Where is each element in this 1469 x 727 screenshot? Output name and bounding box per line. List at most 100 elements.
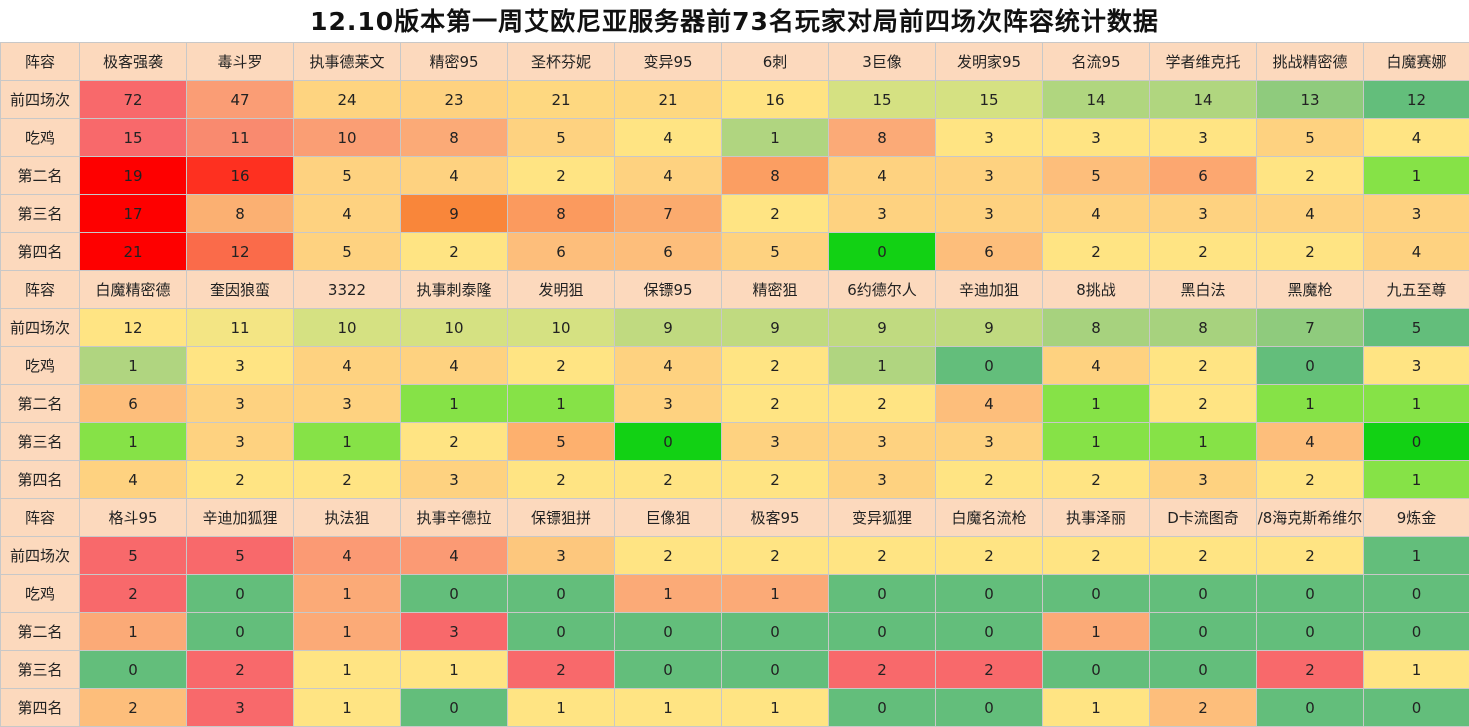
stat-value-cell: 1	[722, 575, 829, 613]
stat-value-cell: 12	[1364, 81, 1469, 119]
comp-name-cell: 辛迪加狐狸	[187, 499, 294, 537]
stat-value-cell: 0	[508, 575, 615, 613]
stat-value-cell: 2	[1150, 347, 1257, 385]
comp-name-cell: 极客强袭	[80, 43, 187, 81]
stat-value-cell: 1	[1364, 651, 1469, 689]
stat-value-cell: 6	[1150, 157, 1257, 195]
comp-name-cell: 执事辛德拉	[401, 499, 508, 537]
stat-value-cell: 2	[829, 651, 936, 689]
comp-name-cell: 变异狐狸	[829, 499, 936, 537]
comp-name-cell: 白魔精密德	[80, 271, 187, 309]
stat-value-cell: 2	[401, 423, 508, 461]
stat-value-cell: 0	[829, 575, 936, 613]
stat-row-label: 前四场次	[1, 309, 80, 347]
stat-value-cell: 2	[1150, 385, 1257, 423]
stat-value-cell: 4	[936, 385, 1043, 423]
stat-value-cell: 6	[80, 385, 187, 423]
stat-value-cell: 3	[829, 423, 936, 461]
comp-header-label: 阵容	[1, 271, 80, 309]
stat-value-cell: 2	[187, 461, 294, 499]
stat-value-cell: 0	[829, 613, 936, 651]
comp-name-cell: 白魔赛娜	[1364, 43, 1469, 81]
stat-value-cell: 1	[722, 119, 829, 157]
stat-value-cell: 0	[615, 423, 722, 461]
comp-name-cell: 白魔名流枪	[936, 499, 1043, 537]
stat-value-cell: 8	[1043, 309, 1150, 347]
stat-value-cell: 1	[1043, 613, 1150, 651]
stat-value-cell: 11	[187, 119, 294, 157]
stat-value-cell: 2	[1257, 537, 1364, 575]
stat-value-cell: 3	[187, 385, 294, 423]
comp-name-cell: 执事泽丽	[1043, 499, 1150, 537]
stat-value-cell: 2	[936, 537, 1043, 575]
stat-value-cell: 4	[1257, 195, 1364, 233]
stat-value-cell: 2	[722, 347, 829, 385]
stat-value-cell: 1	[1043, 423, 1150, 461]
stat-value-cell: 3	[401, 613, 508, 651]
stat-value-cell: 2	[936, 461, 1043, 499]
comp-header-label: 阵容	[1, 43, 80, 81]
stat-value-cell: 15	[80, 119, 187, 157]
stat-value-cell: 1	[1364, 461, 1469, 499]
stat-value-cell: 5	[294, 157, 401, 195]
stat-value-cell: 1	[1364, 537, 1469, 575]
stat-value-cell: 0	[1150, 613, 1257, 651]
stat-value-cell: 3	[936, 119, 1043, 157]
comp-name-cell: 发明狙	[508, 271, 615, 309]
stat-value-cell: 1	[1364, 157, 1469, 195]
stat-value-cell: 2	[187, 651, 294, 689]
stat-row-label: 吃鸡	[1, 575, 80, 613]
stat-value-cell: 10	[294, 119, 401, 157]
stat-value-cell: 4	[615, 157, 722, 195]
stat-value-cell: 5	[294, 233, 401, 271]
comp-name-cell: /8海克斯希维尔	[1257, 499, 1364, 537]
stat-value-cell: 0	[401, 575, 508, 613]
stat-value-cell: 8	[829, 119, 936, 157]
comp-name-cell: 6约德尔人	[829, 271, 936, 309]
stat-value-cell: 3	[615, 385, 722, 423]
comp-name-cell: 发明家95	[936, 43, 1043, 81]
stat-value-cell: 2	[508, 157, 615, 195]
comp-name-cell: 变异95	[615, 43, 722, 81]
stat-value-cell: 0	[1257, 575, 1364, 613]
stat-value-cell: 4	[401, 347, 508, 385]
comp-name-cell: 挑战精密德	[1257, 43, 1364, 81]
stat-value-cell: 9	[401, 195, 508, 233]
stat-value-cell: 4	[1043, 347, 1150, 385]
stat-value-cell: 21	[80, 233, 187, 271]
comp-name-cell: 奎因狼蛮	[187, 271, 294, 309]
stat-value-cell: 4	[829, 157, 936, 195]
stat-value-cell: 2	[1043, 461, 1150, 499]
stat-value-cell: 3	[187, 347, 294, 385]
stat-value-cell: 4	[294, 195, 401, 233]
stat-value-cell: 14	[1043, 81, 1150, 119]
stat-value-cell: 2	[508, 461, 615, 499]
stat-value-cell: 3	[1150, 195, 1257, 233]
stat-value-cell: 3	[508, 537, 615, 575]
stat-value-cell: 0	[187, 575, 294, 613]
stat-value-cell: 2	[615, 537, 722, 575]
stat-value-cell: 2	[508, 651, 615, 689]
comp-name-cell: 精密狙	[722, 271, 829, 309]
stat-value-cell: 4	[1364, 119, 1469, 157]
stat-value-cell: 8	[508, 195, 615, 233]
stat-value-cell: 3	[722, 423, 829, 461]
stat-value-cell: 2	[722, 537, 829, 575]
stat-value-cell: 9	[615, 309, 722, 347]
stat-value-cell: 9	[722, 309, 829, 347]
comp-name-cell: 辛迪加狙	[936, 271, 1043, 309]
stat-value-cell: 2	[829, 385, 936, 423]
stat-value-cell: 14	[1150, 81, 1257, 119]
stat-row-label: 第二名	[1, 613, 80, 651]
stat-value-cell: 0	[1364, 575, 1469, 613]
stat-value-cell: 2	[829, 537, 936, 575]
stat-value-cell: 0	[1364, 423, 1469, 461]
stat-value-cell: 17	[80, 195, 187, 233]
